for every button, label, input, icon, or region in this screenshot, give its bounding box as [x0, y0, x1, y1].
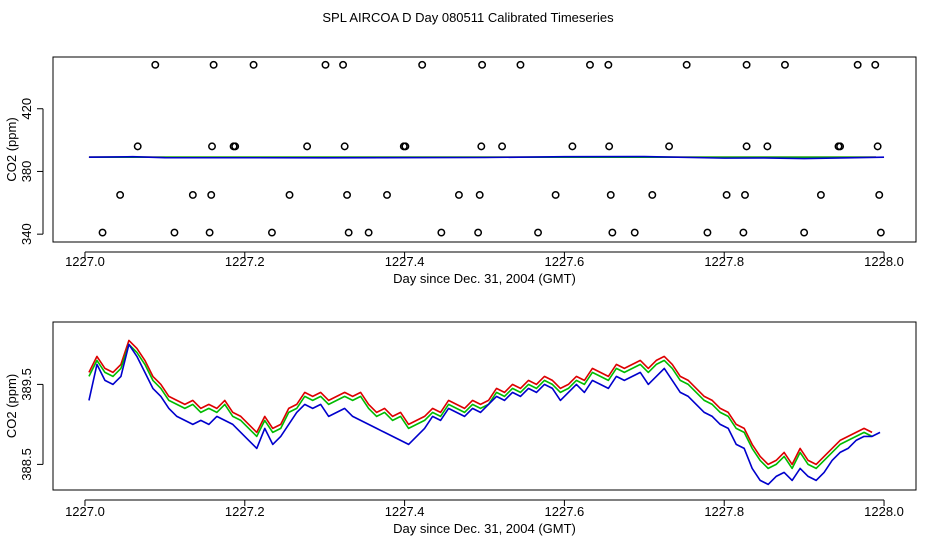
- plot-frame: [52, 56, 917, 243]
- series-line-blue: [88, 343, 881, 486]
- data-point: [853, 60, 862, 69]
- x-tick-label: 1227.4: [385, 254, 425, 269]
- y-tick-label: 340: [19, 223, 34, 245]
- data-point: [437, 228, 446, 237]
- x-tick-label: 1227.8: [704, 254, 744, 269]
- plot-frame: [52, 321, 917, 491]
- data-point: [208, 142, 216, 151]
- figure-title: SPL AIRCOA D Day 080511 Calibrated Times…: [322, 10, 614, 25]
- data-point: [474, 228, 483, 237]
- data-point: [478, 60, 487, 69]
- data-point: [188, 191, 197, 199]
- data-point: [498, 142, 507, 151]
- series-line-blue: [88, 155, 885, 160]
- data-point: [742, 60, 751, 69]
- data-point: [133, 142, 142, 151]
- data-point: [418, 60, 427, 69]
- data-point: [207, 191, 216, 199]
- data-point: [739, 228, 748, 237]
- data-point: [682, 60, 691, 69]
- data-point: [876, 228, 885, 237]
- data-point: [116, 191, 125, 199]
- x-tick-label: 1227.0: [65, 254, 105, 269]
- data-point: [873, 142, 882, 151]
- data-point: [401, 142, 410, 151]
- data-point: [665, 142, 674, 151]
- data-point: [703, 228, 712, 237]
- data-point: [340, 142, 349, 151]
- data-point: [781, 60, 789, 69]
- data-point: [875, 191, 884, 199]
- y-tick-label: 380: [19, 161, 34, 183]
- top-panel: 1227.0 1227.2 1227.4 1227.6 1227.8 1228.0 Day …: [4, 56, 917, 286]
- data-point: [383, 191, 391, 199]
- data-point: [551, 191, 560, 199]
- x-tick-label: 1227.6: [545, 504, 585, 519]
- data-point: [605, 142, 614, 151]
- series-line-red: [88, 339, 873, 466]
- data-point: [516, 60, 525, 69]
- x-tick-label: 1228.0: [864, 504, 904, 519]
- x-tick-label: 1228.0: [864, 254, 904, 269]
- series-line-green: [88, 343, 873, 470]
- data-point: [606, 191, 615, 199]
- data-point: [604, 60, 613, 69]
- data-point: [321, 60, 330, 69]
- x-tick-label: 1227.8: [704, 504, 744, 519]
- y-tick-label: 420: [19, 98, 34, 120]
- data-point: [568, 142, 577, 151]
- data-point: [231, 142, 240, 151]
- x-tick-label: 1227.0: [65, 504, 105, 519]
- data-point: [344, 228, 353, 237]
- data-point: [151, 60, 160, 69]
- data-point: [871, 60, 880, 69]
- data-point: [285, 191, 294, 199]
- data-point: [816, 191, 825, 199]
- data-point: [364, 228, 373, 237]
- data-point: [722, 191, 731, 199]
- data-point: [303, 142, 312, 151]
- data-point: [741, 191, 749, 199]
- data-point: [586, 60, 594, 69]
- data-point: [98, 228, 107, 237]
- data-point: [477, 142, 486, 151]
- data-point: [170, 228, 179, 237]
- data-point: [267, 228, 276, 237]
- data-point: [475, 191, 484, 199]
- data-point: [454, 191, 463, 199]
- y-tick-label: 389.5: [19, 368, 34, 401]
- data-point: [800, 228, 809, 237]
- data-point: [763, 142, 772, 151]
- y-tick-label: 388.5: [19, 448, 34, 481]
- bottom-panel: 1227.0 1227.2 1227.4 1227.6 1227.8 1228.0 Day …: [4, 321, 917, 536]
- x-tick-label: 1227.6: [545, 254, 585, 269]
- data-point: [249, 60, 258, 69]
- data-point: [608, 228, 617, 237]
- x-axis-label: Day since Dec. 31, 2004 (GMT): [393, 271, 576, 286]
- y-axis-label: CO2 (ppm): [4, 374, 19, 438]
- data-point: [339, 60, 348, 69]
- data-point: [534, 228, 542, 237]
- data-point: [205, 228, 214, 237]
- x-tick-label: 1227.4: [385, 504, 425, 519]
- x-axis-label: Day since Dec. 31, 2004 (GMT): [393, 521, 576, 536]
- data-point: [630, 228, 639, 237]
- y-axis-label: CO2 (ppm): [4, 117, 19, 181]
- data-point: [343, 191, 352, 199]
- x-tick-label: 1227.2: [225, 504, 265, 519]
- data-point: [742, 142, 751, 151]
- data-point: [648, 191, 657, 199]
- data-point: [836, 142, 845, 151]
- data-point: [209, 60, 218, 69]
- x-tick-label: 1227.2: [225, 254, 265, 269]
